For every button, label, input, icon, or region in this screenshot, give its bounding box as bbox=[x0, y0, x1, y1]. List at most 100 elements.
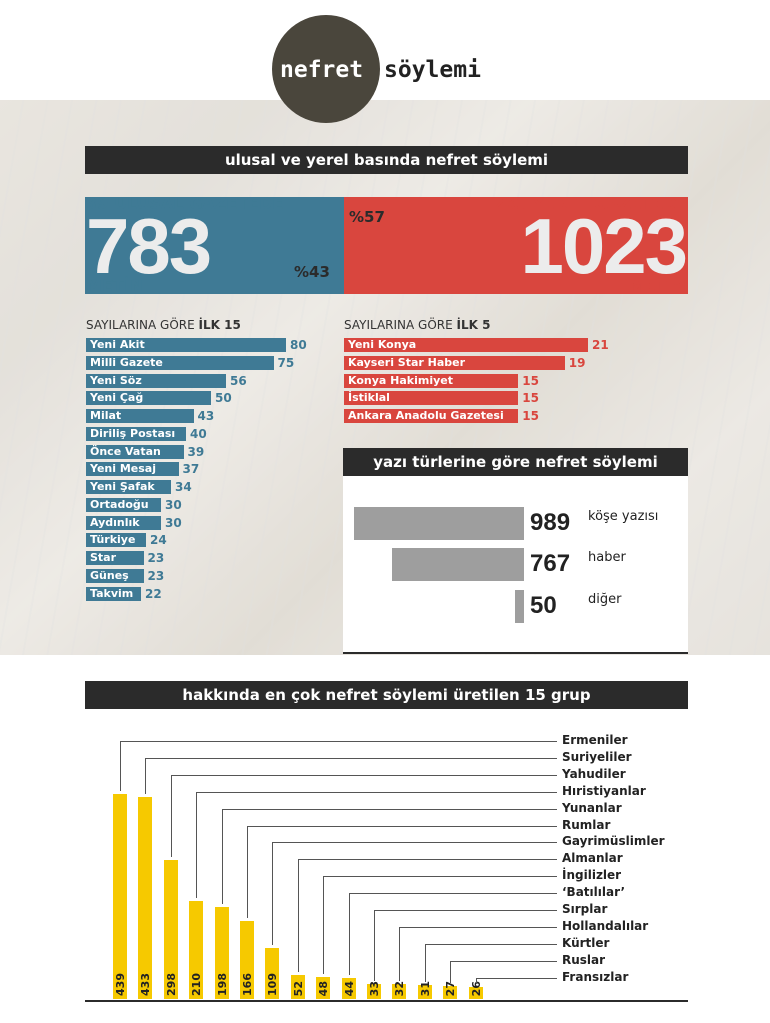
group-value: 433 bbox=[139, 973, 153, 996]
top15-bar: Ortadoğu bbox=[86, 497, 161, 512]
top15-value: 30 bbox=[165, 515, 182, 530]
group-value: 210 bbox=[190, 973, 204, 996]
logo-text-part1: nefret bbox=[280, 57, 364, 83]
group-leader bbox=[196, 791, 557, 898]
group-bar bbox=[138, 796, 153, 999]
top15-bar: Diriliş Postası bbox=[86, 426, 186, 441]
group-leader bbox=[348, 893, 557, 976]
types-value: 50 bbox=[530, 592, 557, 619]
top5-label-pre: SAYILARINA GÖRE bbox=[344, 318, 457, 332]
group-value: 52 bbox=[291, 980, 305, 996]
top5-bar: Kayseri Star Haber bbox=[344, 355, 565, 370]
group-label: Hıristiyanlar bbox=[562, 783, 646, 798]
types-bar bbox=[515, 590, 524, 623]
section2-title: hakkında en çok nefret söylemi üretilen … bbox=[85, 681, 688, 709]
group-label: Fransızlar bbox=[562, 969, 629, 984]
group-label: Suriyeliler bbox=[562, 749, 632, 764]
groups-baseline bbox=[85, 1000, 688, 1002]
group-label: Almanlar bbox=[562, 851, 623, 866]
top5-label-bold: İLK 5 bbox=[456, 318, 491, 332]
group-label: Gayrimüslimler bbox=[562, 834, 665, 849]
top15-value: 50 bbox=[215, 391, 232, 406]
group-leader bbox=[323, 876, 557, 974]
national-unit: METİN bbox=[86, 276, 144, 295]
group-leader bbox=[170, 774, 557, 857]
group-bar bbox=[417, 984, 432, 999]
group-label: Kürtler bbox=[562, 935, 610, 950]
top15-label-pre: SAYILARINA GÖRE bbox=[86, 318, 199, 332]
top15-bar: Yeni Şafak bbox=[86, 480, 171, 494]
top5-bar: İstiklal bbox=[344, 391, 519, 406]
top5-value: 15 bbox=[522, 391, 539, 406]
types-label: köşe yazısı bbox=[588, 509, 659, 524]
top5-value: 21 bbox=[592, 338, 609, 352]
top15-bar: Yeni Söz bbox=[86, 373, 226, 388]
top15-bar: Yeni Akit bbox=[86, 338, 286, 352]
types-value: 767 bbox=[530, 550, 571, 577]
group-label: Sırplar bbox=[562, 902, 608, 916]
national-percent: %43 bbox=[294, 263, 330, 281]
local-unit: METİN bbox=[628, 276, 686, 295]
group-value: 44 bbox=[342, 980, 356, 996]
top15-value: 23 bbox=[147, 568, 165, 583]
group-value: 33 bbox=[368, 980, 381, 996]
group-bar bbox=[316, 976, 331, 999]
group-leader bbox=[120, 741, 557, 791]
types-bottom-rule bbox=[343, 652, 688, 654]
group-leader bbox=[272, 842, 557, 946]
national-header: 39 ULUSAL GAZETEDE bbox=[86, 194, 284, 213]
group-leader bbox=[374, 910, 557, 981]
types-title: yazı türlerine göre nefret söylemi bbox=[343, 448, 688, 476]
local-header: 283 YEREL GAZETEDE bbox=[493, 194, 688, 213]
top5-bar: Ankara Anadolu Gazetesi bbox=[344, 409, 519, 423]
group-leader bbox=[450, 960, 557, 984]
top15-value: 80 bbox=[290, 338, 307, 352]
types-bar bbox=[354, 507, 524, 540]
top15-bar: Aydınlık bbox=[86, 515, 161, 530]
group-value: 109 bbox=[266, 973, 280, 996]
top15-bar: Milat bbox=[86, 409, 194, 423]
group-label: Hollandalılar bbox=[562, 918, 649, 933]
logo-circle bbox=[272, 15, 380, 123]
group-label: İngilizler bbox=[562, 868, 622, 883]
group-bar bbox=[163, 859, 178, 999]
group-value: 166 bbox=[241, 973, 254, 996]
types-label: diğer bbox=[588, 592, 622, 607]
group-value: 32 bbox=[393, 980, 407, 996]
group-leader bbox=[221, 808, 557, 904]
top15-value: 24 bbox=[150, 533, 167, 548]
group-bar bbox=[468, 986, 483, 999]
top15-value: 43 bbox=[197, 409, 215, 423]
group-label: Yahudiler bbox=[562, 766, 626, 781]
top15-bar: Yeni Çağ bbox=[86, 391, 211, 406]
national-panel bbox=[85, 197, 344, 294]
top15-bar: Takvim bbox=[86, 586, 141, 601]
group-leader bbox=[475, 977, 557, 984]
group-leader bbox=[145, 757, 557, 794]
group-value: 48 bbox=[317, 980, 331, 996]
section1-title: ulusal ve yerel basında nefret söylemi bbox=[85, 146, 688, 174]
top15-bar: Star bbox=[86, 551, 144, 565]
group-bar bbox=[265, 948, 280, 999]
top15-value: 39 bbox=[187, 444, 205, 459]
top15-bar: Yeni Mesaj bbox=[86, 462, 179, 477]
group-bar bbox=[240, 921, 254, 999]
top15-value: 34 bbox=[175, 480, 192, 494]
group-value: 198 bbox=[215, 973, 229, 996]
top15-label: SAYILARINA GÖRE İLK 15 bbox=[86, 318, 241, 332]
local-panel bbox=[344, 197, 688, 294]
national-value: 783 bbox=[86, 202, 212, 290]
top5-bar: Konya Hakimiyet bbox=[344, 373, 519, 388]
top5-value: 15 bbox=[522, 373, 539, 388]
group-leader bbox=[247, 825, 557, 919]
group-bar bbox=[392, 984, 407, 999]
top15-value: 22 bbox=[145, 586, 162, 601]
top15-bar: Milli Gazete bbox=[86, 355, 274, 370]
group-bar bbox=[367, 983, 381, 999]
logo-text-part2: söylemi bbox=[384, 57, 481, 83]
types-label: haber bbox=[588, 550, 626, 565]
top15-bar: Türkiye bbox=[86, 533, 146, 548]
group-leader bbox=[399, 926, 557, 982]
group-label: ‘Batılılar’ bbox=[562, 885, 626, 900]
top15-value: 30 bbox=[165, 497, 182, 512]
